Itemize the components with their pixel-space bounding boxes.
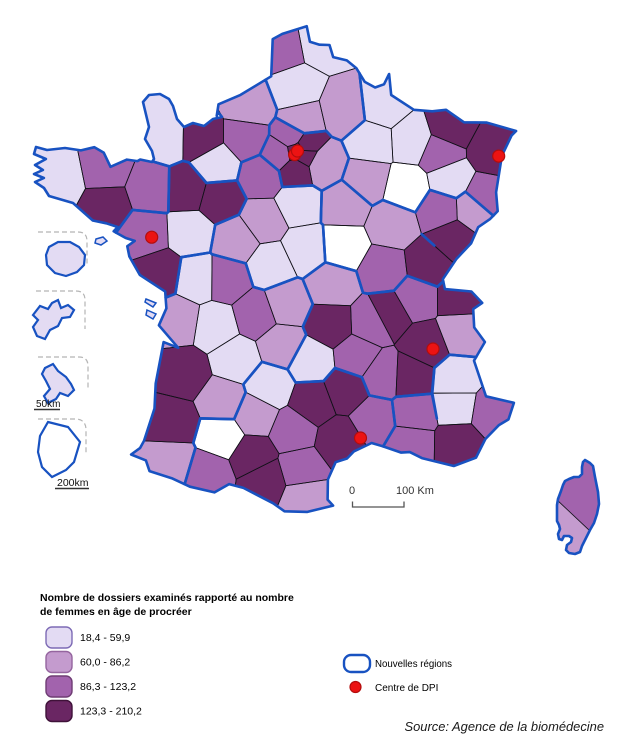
svg-text:200km: 200km bbox=[57, 477, 89, 489]
svg-text:Nombre de dossiers examinés ra: Nombre de dossiers examinés rapporté au … bbox=[40, 592, 294, 604]
svg-text:Source: Agence de la biomédeci: Source: Agence de la biomédecine bbox=[405, 719, 604, 734]
svg-text:18,4 - 59,9: 18,4 - 59,9 bbox=[80, 632, 130, 644]
svg-text:60,0 - 86,2: 60,0 - 86,2 bbox=[80, 657, 130, 669]
svg-text:Centre de DPI: Centre de DPI bbox=[375, 683, 438, 694]
svg-text:123,3 - 210,2: 123,3 - 210,2 bbox=[80, 706, 142, 718]
svg-text:100 Km: 100 Km bbox=[396, 485, 434, 497]
svg-text:86,3 - 123,2: 86,3 - 123,2 bbox=[80, 681, 136, 693]
svg-text:50km: 50km bbox=[36, 399, 60, 410]
svg-text:0: 0 bbox=[349, 485, 355, 497]
svg-text:Nouvelles régions: Nouvelles régions bbox=[375, 659, 452, 670]
svg-text:de femmes en âge de procréer: de femmes en âge de procréer bbox=[40, 606, 192, 618]
